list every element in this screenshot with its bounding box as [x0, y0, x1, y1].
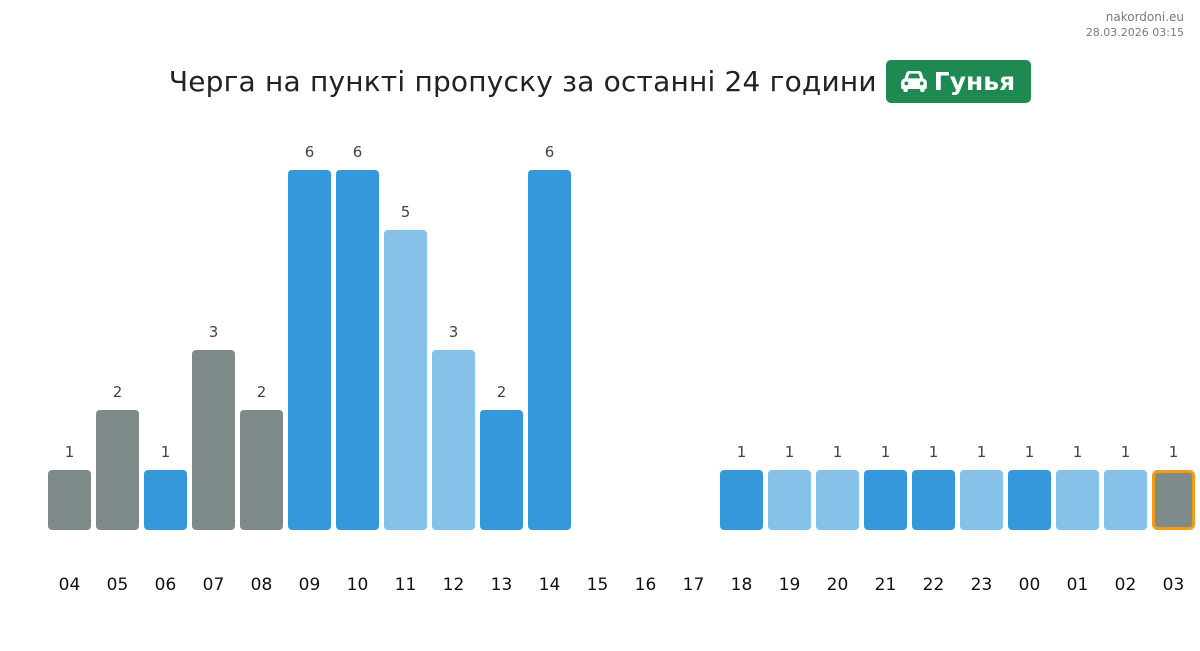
bar-12: [432, 350, 475, 530]
value-label-19: 1: [785, 443, 795, 461]
bar-10: [336, 170, 379, 530]
x-tick-10: 10: [347, 575, 369, 595]
bar-01: [1056, 470, 1099, 530]
site-info: nakordoni.eu 28.03.2026 03:15: [1086, 9, 1184, 40]
timestamp: 28.03.2026 03:15: [1085, 26, 1184, 39]
value-label-11: 5: [401, 203, 411, 221]
value-label-18: 1: [737, 443, 747, 461]
value-label-12: 3: [449, 323, 459, 341]
x-tick-09: 09: [299, 575, 321, 595]
value-label-03: 1: [1169, 443, 1179, 461]
x-tick-21: 21: [875, 575, 897, 595]
bar-00: [1008, 470, 1051, 530]
x-tick-23: 23: [971, 575, 993, 595]
x-tick-06: 06: [155, 575, 177, 595]
value-label-10: 6: [353, 143, 363, 161]
x-tick-13: 13: [491, 575, 513, 595]
bar-13: [480, 410, 523, 530]
bar-03: [1152, 470, 1195, 530]
checkpoint-name: Гунья: [933, 66, 1016, 96]
x-tick-18: 18: [731, 575, 753, 595]
checkpoint-badge: Гунья: [885, 59, 1032, 103]
value-label-02: 1: [1121, 443, 1131, 461]
value-label-01: 1: [1073, 443, 1083, 461]
x-tick-17: 17: [683, 575, 705, 595]
x-tick-11: 11: [395, 575, 417, 595]
bar-08: [240, 410, 283, 530]
x-tick-01: 01: [1067, 575, 1089, 595]
bar-20: [816, 470, 859, 530]
car-icon: [900, 71, 927, 92]
x-tick-03: 03: [1163, 575, 1185, 595]
x-tick-07: 07: [203, 575, 225, 595]
x-tick-15: 15: [587, 575, 609, 595]
value-label-08: 2: [257, 383, 267, 401]
x-tick-08: 08: [251, 575, 273, 595]
x-tick-22: 22: [923, 575, 945, 595]
value-label-05: 2: [113, 383, 123, 401]
value-label-00: 1: [1025, 443, 1035, 461]
x-tick-19: 19: [779, 575, 801, 595]
bar-07: [192, 350, 235, 530]
bar-06: [144, 470, 187, 530]
value-label-04: 1: [65, 443, 75, 461]
site-domain: nakordoni.eu: [1105, 10, 1184, 24]
bar-04: [48, 470, 91, 530]
value-label-21: 1: [881, 443, 891, 461]
value-label-06: 1: [161, 443, 171, 461]
x-tick-00: 00: [1019, 575, 1041, 595]
x-tick-04: 04: [59, 575, 81, 595]
bar-14: [528, 170, 571, 530]
bar-18: [720, 470, 763, 530]
bar-22: [912, 470, 955, 530]
value-label-22: 1: [929, 443, 939, 461]
bar-23: [960, 470, 1003, 530]
value-label-07: 3: [209, 323, 219, 341]
bar-02: [1104, 470, 1147, 530]
bar-19: [768, 470, 811, 530]
x-tick-20: 20: [827, 575, 849, 595]
chart-title: Черга на пункті пропуску за останні 24 г…: [168, 64, 877, 98]
value-label-09: 6: [305, 143, 315, 161]
value-label-13: 2: [497, 383, 507, 401]
value-label-23: 1: [977, 443, 987, 461]
bar-09: [288, 170, 331, 530]
x-tick-02: 02: [1115, 575, 1137, 595]
x-tick-05: 05: [107, 575, 129, 595]
chart-header: Черга на пункті пропуску за останні 24 г…: [0, 59, 1200, 103]
value-label-14: 6: [545, 143, 555, 161]
bar-21: [864, 470, 907, 530]
value-label-20: 1: [833, 443, 843, 461]
x-tick-12: 12: [443, 575, 465, 595]
x-tick-16: 16: [635, 575, 657, 595]
x-tick-14: 14: [539, 575, 561, 595]
bar-05: [96, 410, 139, 530]
bar-11: [384, 230, 427, 530]
